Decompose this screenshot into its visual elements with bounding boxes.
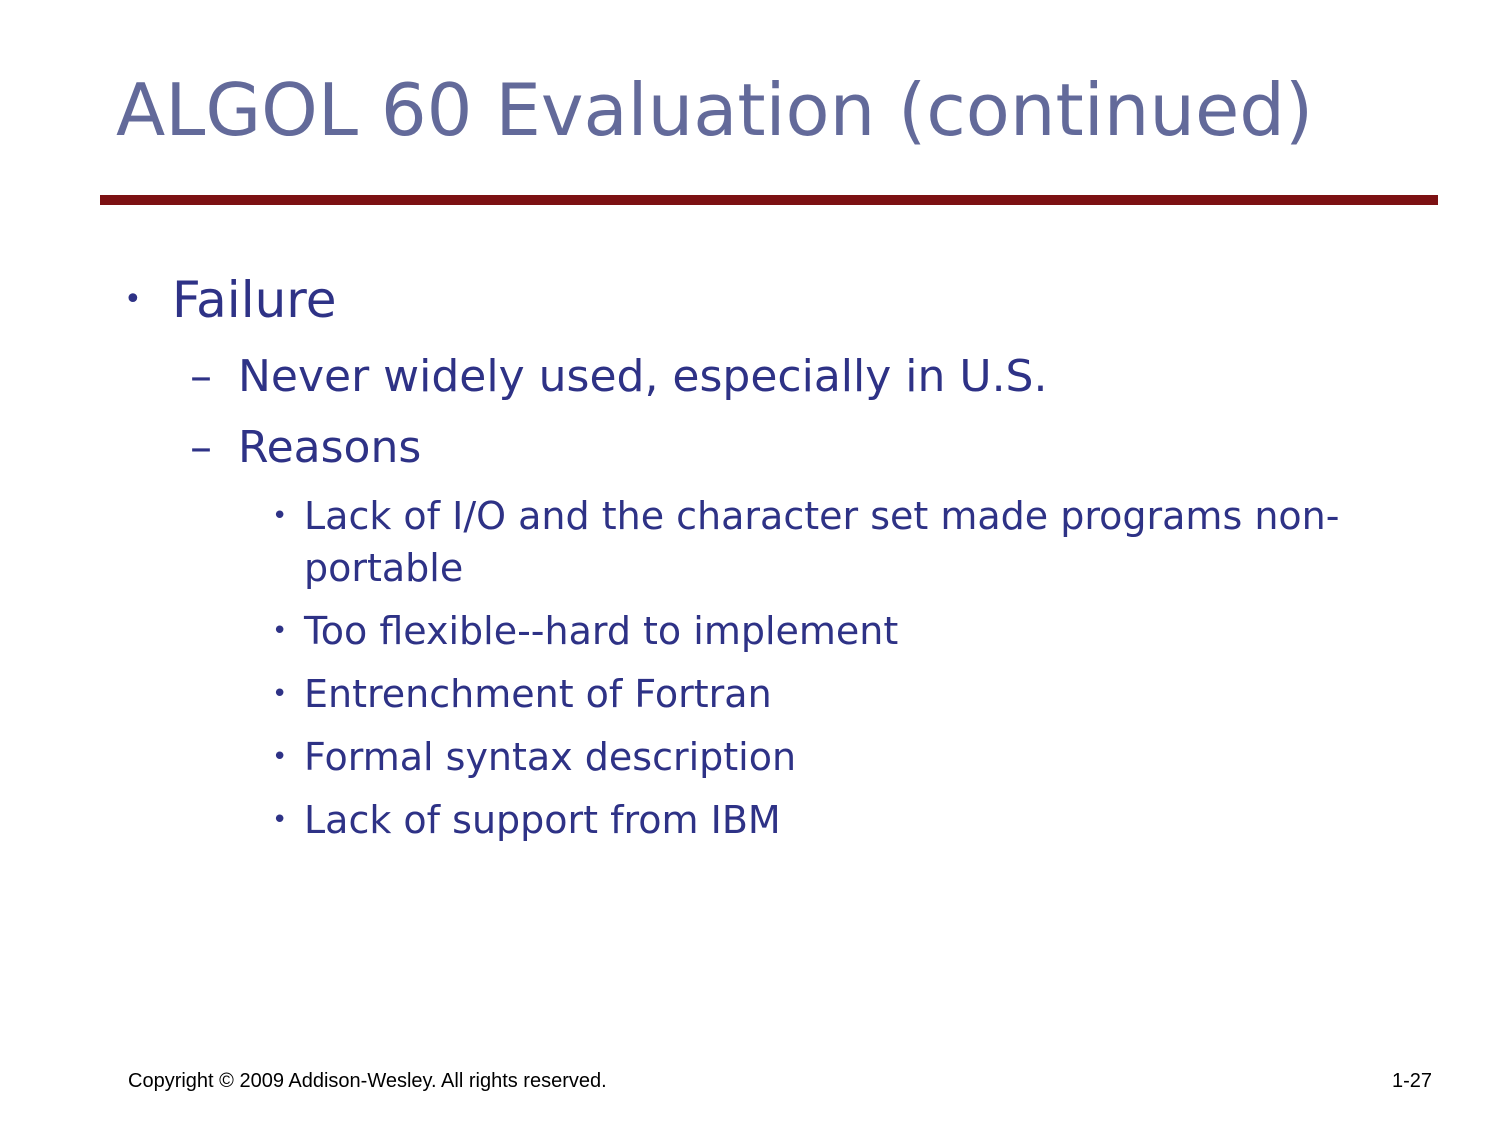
bullet-marker: • [124,282,142,317]
copyright-footer: Copyright © 2009 Addison-Wesley. All rig… [128,1070,607,1092]
subbullet-text: Reasons [238,422,422,473]
slide-title: ALGOL 60 Evaluation (continued) [116,68,1314,152]
reason-text: Lack of I/O and the character set made p… [304,494,1340,590]
bullet-marker: • [272,805,288,835]
dash-marker: – [190,351,212,402]
bullet-marker: • [272,501,288,531]
reason-text: Lack of support from IBM [304,798,781,842]
bullet-marker: • [272,616,288,646]
bullet-marker: • [272,679,288,709]
page-number: 1-27 [1392,1070,1433,1092]
slide-content: • Failure – Never widely used, especiall… [124,271,1340,842]
reason-text: Too flexible--hard to implement [304,609,899,653]
bullet-text: Failure [172,271,337,329]
title-divider [100,195,1438,205]
subbullet-text: Never widely used, especially in U.S. [238,351,1048,402]
reason-text: Entrenchment of Fortran [304,672,772,716]
dash-marker: – [190,422,212,473]
reason-text: Formal syntax description [304,735,797,779]
bullet-marker: • [272,742,288,772]
